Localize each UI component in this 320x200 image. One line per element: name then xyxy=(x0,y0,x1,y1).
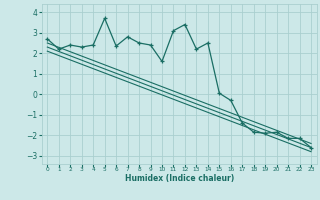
X-axis label: Humidex (Indice chaleur): Humidex (Indice chaleur) xyxy=(124,174,234,183)
